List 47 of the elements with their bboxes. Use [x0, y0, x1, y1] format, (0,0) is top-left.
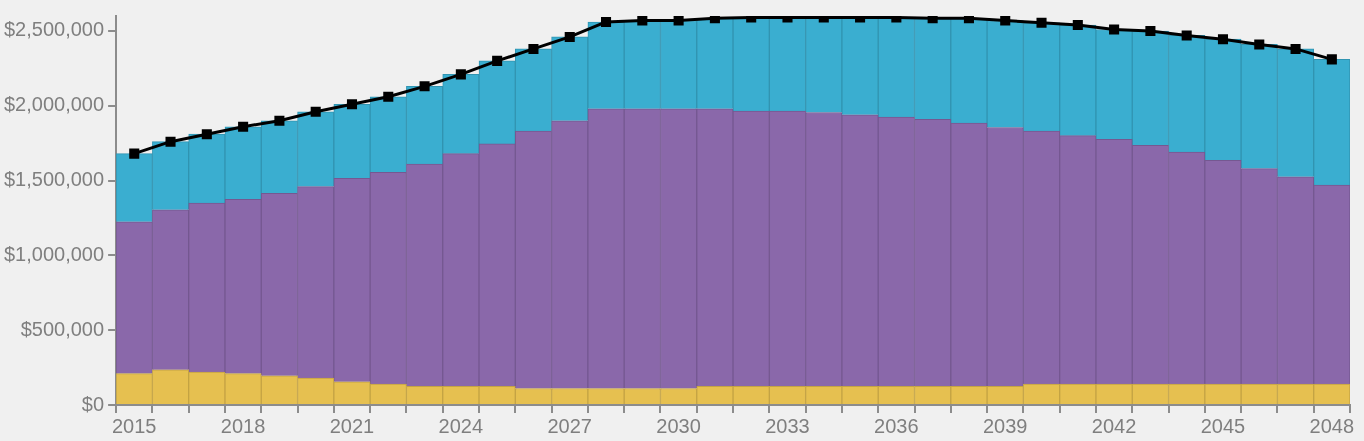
x-tick-label: 2027: [547, 414, 592, 437]
point: [564, 31, 575, 42]
point: [310, 106, 321, 117]
point: [1036, 17, 1047, 28]
x-tick-label: 2036: [874, 414, 919, 437]
point: [492, 55, 503, 66]
x-tick-label: 2015: [111, 414, 157, 437]
point: [673, 16, 684, 26]
point: [1072, 19, 1083, 31]
point: [1145, 25, 1156, 36]
point: [709, 16, 720, 24]
point: [1217, 34, 1229, 45]
x-tick-label: 2030: [656, 414, 701, 437]
point: [1109, 24, 1120, 35]
x-tick-label: 2021: [329, 414, 375, 437]
x-tick-label: 2039: [982, 414, 1028, 437]
point: [1181, 30, 1192, 41]
y-tick-label: $500,000: [20, 317, 105, 340]
point: [201, 129, 212, 140]
x-tick-label: 2018: [220, 414, 266, 437]
point: [963, 16, 974, 24]
y-tick-label: $0: [81, 392, 105, 415]
point: [1000, 16, 1011, 26]
point: [1290, 43, 1301, 54]
x-tick-label: 2048: [1309, 414, 1355, 437]
point: [383, 91, 394, 102]
x-tick-label: 2045: [1200, 414, 1246, 437]
point: [1254, 39, 1265, 50]
point: [274, 115, 285, 126]
x-tick-label: 2033: [765, 414, 810, 437]
point: [528, 43, 539, 54]
point: [637, 16, 648, 26]
point: [600, 16, 612, 28]
point: [455, 69, 466, 80]
y-tick-label: $2,500,000: [3, 18, 105, 41]
y-tick-label: $2,000,000: [3, 93, 105, 116]
point: [238, 121, 249, 132]
y-tick-label: $1,000,000: [3, 242, 105, 265]
x-tick-label: 2042: [1091, 414, 1137, 437]
point: [129, 148, 140, 159]
point: [1326, 54, 1337, 65]
point: [165, 136, 176, 147]
point: [419, 81, 430, 92]
point: [927, 16, 938, 24]
y-tick-label: $1,500,000: [3, 168, 105, 191]
x-tick-label: 2024: [438, 414, 484, 437]
point: [346, 99, 358, 110]
